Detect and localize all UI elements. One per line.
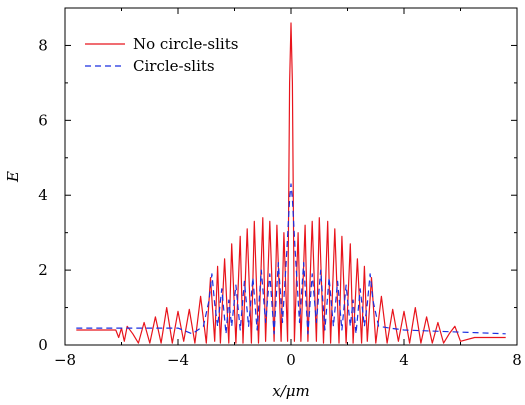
y-axis-label: E (4, 171, 22, 183)
legend-label-no-circle-slits: No circle-slits (133, 35, 238, 53)
x-tick-label: 0 (286, 351, 296, 369)
y-tick-label: 2 (38, 261, 48, 279)
x-tick-label: −8 (54, 351, 76, 369)
y-tick-label: 8 (38, 36, 48, 54)
legend-label-circle-slits: Circle-slits (133, 57, 215, 75)
x-tick-label: −4 (167, 351, 189, 369)
y-tick-label: 0 (38, 336, 48, 354)
y-tick-label: 4 (38, 186, 48, 204)
series-line-1 (76, 184, 505, 334)
y-tick-label: 6 (38, 111, 48, 129)
x-tick-label: 8 (512, 351, 522, 369)
x-axis-label: x/μm (272, 382, 310, 400)
x-tick-label: 4 (399, 351, 409, 369)
legend: No circle-slits Circle-slits (85, 35, 238, 75)
